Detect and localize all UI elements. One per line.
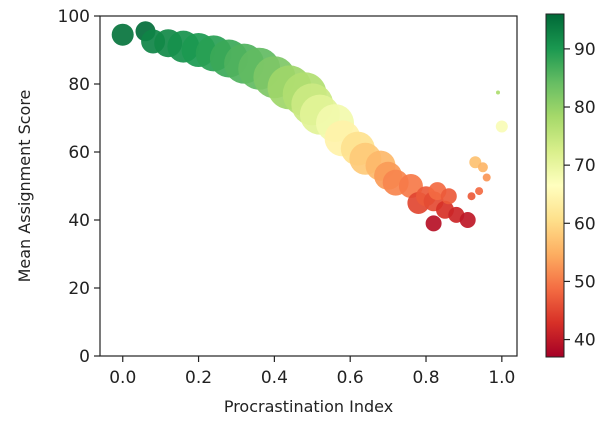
colorbar-tick-label: 70 [574,156,596,176]
data-point [496,90,500,95]
y-axis-label: Mean Assignment Score [15,90,34,283]
x-tick-label: 0.4 [261,368,288,388]
data-point [477,162,488,173]
data-points [111,21,508,232]
colorbar [545,13,565,358]
data-point [467,192,476,201]
colorbar-tick-label: 50 [574,272,596,292]
colorbar-tick-label: 40 [574,331,596,351]
data-point [440,188,457,205]
y-tick-label: 40 [68,211,90,231]
x-tick-label: 1.0 [488,368,515,388]
y-axis-ticks: 0 20 40 60 80 100 [58,7,100,367]
colorbar-tick-label: 80 [574,98,596,118]
x-axis-label: Procrastination Index [224,397,393,416]
data-point [482,173,491,182]
y-tick-label: 100 [58,7,90,27]
x-tick-label: 0.6 [337,368,364,388]
colorbar-tick-label: 60 [574,214,596,234]
y-tick-label: 60 [68,143,90,163]
x-axis-ticks: 0.0 0.2 0.4 0.6 0.8 1.0 [109,356,515,388]
colorbar-tick-label: 90 [574,40,596,60]
data-point [495,120,508,133]
data-point [459,212,476,228]
y-tick-label: 0 [79,347,90,367]
data-point [469,156,482,169]
x-tick-label: 0.2 [185,368,212,388]
y-tick-label: 80 [68,75,90,95]
plot-frame [99,15,518,357]
data-point [475,187,484,196]
x-tick-label: 0.8 [412,368,439,388]
x-tick-label: 0.0 [109,368,136,388]
data-point [111,23,134,46]
data-point [398,174,423,198]
data-point [425,215,442,232]
y-tick-label: 20 [68,279,90,299]
colorbar-ticks: 40 50 60 70 80 90 [564,40,596,351]
